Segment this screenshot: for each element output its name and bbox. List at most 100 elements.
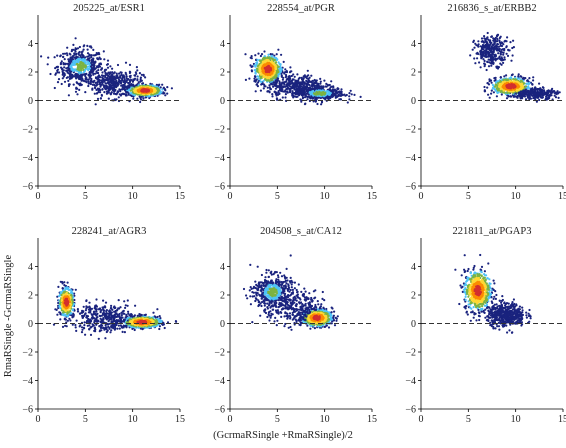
x-tick-label: 5 (83, 191, 88, 202)
data-point (62, 288, 64, 290)
data-point (110, 81, 112, 83)
data-point (59, 55, 61, 57)
data-point (92, 49, 94, 51)
data-point (137, 75, 139, 77)
data-point (66, 54, 68, 56)
y-tick-label: 0 (411, 96, 416, 107)
data-point (93, 80, 95, 82)
data-point (88, 324, 90, 326)
data-point (511, 54, 513, 56)
data-point (477, 40, 479, 42)
data-point (121, 317, 123, 319)
data-point (503, 56, 505, 58)
data-point (348, 92, 350, 94)
data-point (320, 103, 322, 105)
data-point (83, 327, 85, 329)
data-point (254, 54, 256, 56)
data-point (119, 93, 121, 95)
data-point (302, 96, 304, 98)
data-point (498, 46, 500, 48)
data-point (472, 49, 474, 51)
data-point (96, 306, 98, 308)
y-tick-label: −6 (405, 182, 416, 193)
data-point (97, 69, 99, 71)
data-point (496, 95, 498, 97)
data-point (309, 86, 311, 88)
data-point (98, 338, 100, 340)
data-point (500, 77, 502, 79)
data-point (97, 58, 99, 60)
data-point (100, 69, 102, 71)
data-point (54, 56, 56, 58)
data-point (299, 98, 301, 100)
y-tick-label: −4 (214, 153, 225, 164)
data-point (122, 313, 124, 315)
data-point (159, 325, 161, 327)
data-point (54, 87, 56, 89)
data-point (166, 86, 168, 88)
data-point (84, 91, 86, 93)
data-point (101, 306, 103, 308)
data-point (550, 91, 552, 93)
y-tick-label: −2 (214, 125, 225, 136)
y-tick-label: −2 (22, 125, 33, 136)
data-point (270, 88, 272, 90)
data-point (62, 326, 64, 328)
data-point (119, 90, 121, 92)
data-point (267, 68, 269, 70)
data-point (62, 56, 64, 58)
data-point (117, 64, 119, 66)
data-point (79, 46, 81, 48)
data-point (73, 299, 75, 301)
data-point (75, 37, 77, 39)
data-point (161, 88, 163, 90)
data-point (286, 79, 288, 81)
data-point (268, 90, 270, 92)
data-point (282, 79, 284, 81)
data-points (469, 32, 561, 103)
data-point (497, 52, 499, 54)
data-point (263, 87, 265, 89)
data-point (125, 73, 127, 75)
data-point (83, 324, 85, 326)
data-point (144, 314, 146, 316)
data-point (264, 85, 266, 87)
data-point (118, 96, 120, 98)
data-point (484, 89, 486, 91)
data-point (111, 309, 113, 311)
data-point (261, 53, 263, 55)
data-point (506, 53, 508, 55)
data-point (67, 320, 69, 322)
y-tick-label: −4 (405, 153, 416, 164)
data-point (66, 47, 68, 49)
data-point (244, 53, 246, 55)
data-point (58, 78, 60, 80)
data-point (87, 49, 89, 51)
data-point (110, 329, 112, 331)
data-point (482, 58, 484, 60)
data-point (245, 79, 247, 81)
x-tick-label: 5 (275, 191, 280, 202)
data-point (499, 56, 501, 58)
data-point (542, 96, 544, 98)
data-point (121, 88, 123, 90)
data-point (49, 73, 51, 75)
x-tick-label: 10 (128, 191, 138, 202)
data-point (108, 98, 110, 100)
data-point (95, 103, 97, 105)
data-point (125, 94, 127, 96)
data-point (118, 73, 120, 75)
data-point (109, 65, 111, 67)
data-point (510, 85, 512, 87)
data-point (493, 91, 495, 93)
data-point (491, 90, 493, 92)
data-point (316, 103, 318, 105)
data-point (306, 98, 308, 100)
data-point (119, 328, 121, 330)
data-point (525, 98, 527, 100)
y-tick-label: −4 (22, 153, 33, 164)
panel-title: 228554_at/PGR (267, 3, 335, 14)
